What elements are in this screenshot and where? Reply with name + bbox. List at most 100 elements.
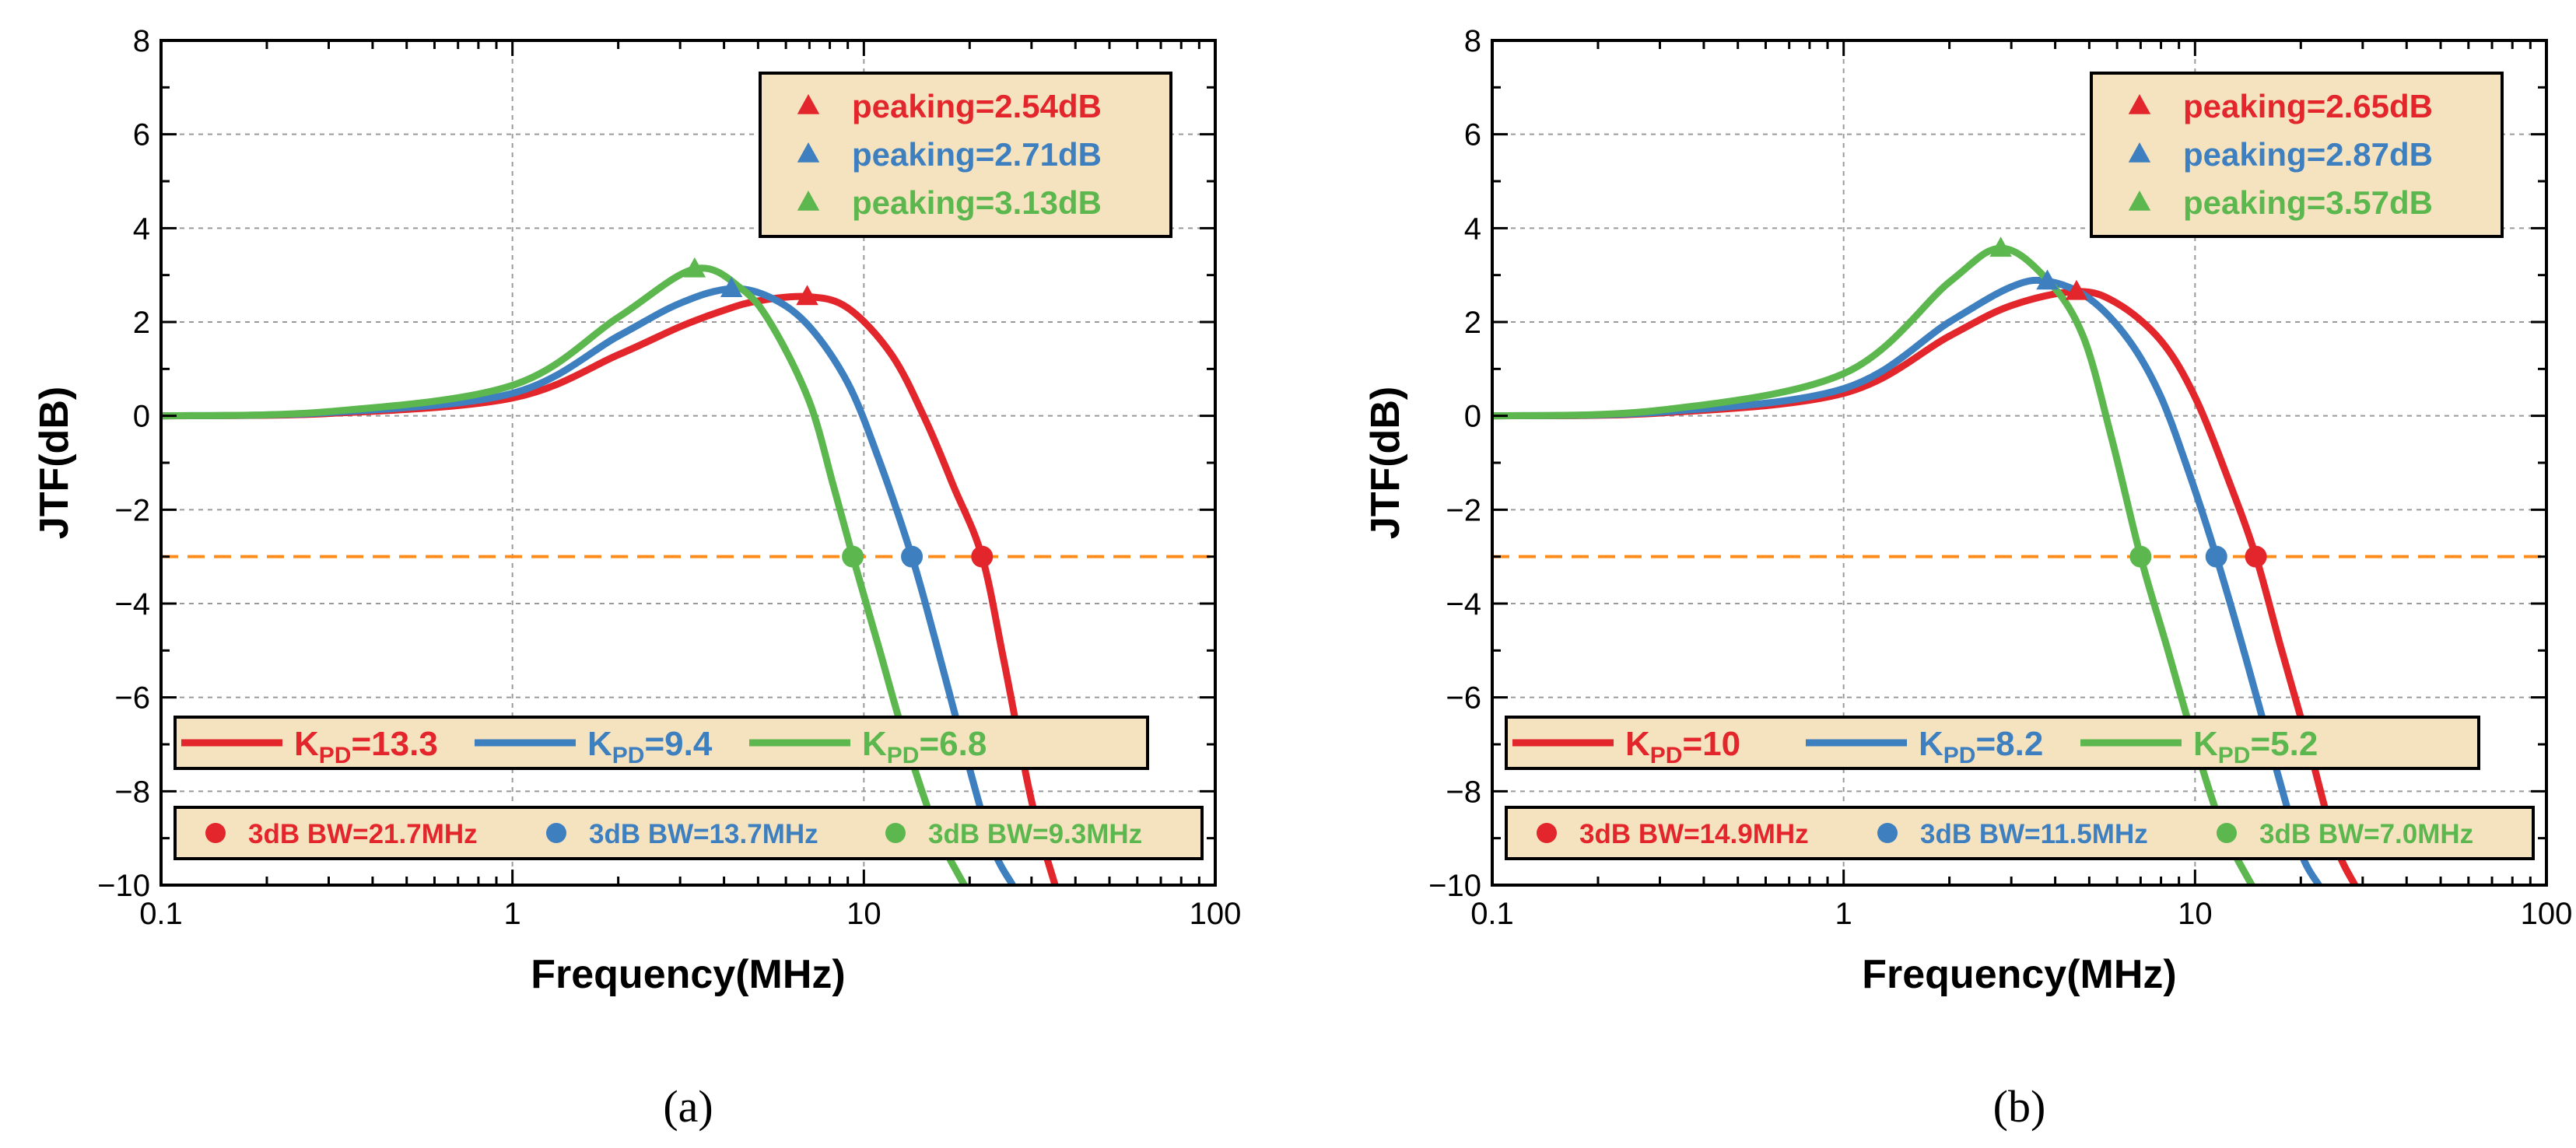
x-tick-label: 1 [1835,897,1852,931]
legend-bw-marker-red [1537,823,1557,843]
legend-peaking-box [759,72,1172,238]
bw-marker-green [2129,545,2152,568]
x-tick-label: 100 [1190,897,1242,931]
peak-marker-green [1989,236,2012,257]
kpd-subscript: PD [887,743,920,768]
legend-peak-marker-green [2128,191,2151,211]
kpd-value: =5.2 [2250,725,2318,763]
legend-peaking-green: peaking=3.13dB [852,184,1102,221]
y-tick-label: −8 [114,775,150,809]
markers [683,257,994,568]
legend-kpd: KPD=10 KPD=8.2 KPD=5.2 [1505,716,2480,770]
kpd-value: =6.8 [919,725,987,763]
panel-b: −10 −8 −6 −4 −2 0 2 4 6 8 0.1 1 10 100 Frequency(MHz) J… [1363,24,2572,1132]
y-tick-label: 2 [133,306,150,340]
peak-marker-blue [2036,269,2059,290]
panel-label: (b) [1993,1081,2046,1132]
y-tick-label: 2 [1464,306,1481,340]
legend-bw-green: 3dB BW=9.3MHz [928,819,1142,849]
legend-bw-blue: 3dB BW=11.5MHz [1920,819,2148,849]
kpd-subscript: PD [319,743,352,768]
legend-bw: 3dB BW=21.7MHz 3dB BW=13.7MHz 3dB BW=9.3MH… [173,806,1204,860]
legend-peaking-box [2090,72,2504,238]
legend-bw-marker-blue [1877,823,1898,843]
legend-kpd-label-green: KPD=6.8 [862,725,987,768]
bw-marker-blue [901,545,924,568]
legend-peaking-red: peaking=2.54dB [852,88,1102,124]
y-tick-label: 6 [133,118,150,152]
legend-bw: 3dB BW=14.9MHz 3dB BW=11.5MHz 3dB BW=7.0MH… [1505,806,2535,860]
legend-bw-box [173,806,1204,860]
legend-bw-red: 3dB BW=14.9MHz [1579,819,1809,849]
legend-kpd-label-red: KPD=13.3 [294,725,438,768]
y-tick-label: −4 [114,587,150,621]
legend-peaking: peaking=2.54dB peaking=2.71dB peaking=3.13… [759,72,1172,238]
y-tick-label: −6 [1446,681,1481,716]
bw-marker-red [2245,545,2267,568]
y-axis-label: JTF(dB) [32,387,77,539]
x-ticks [1491,40,2548,885]
legend-bw-red: 3dB BW=21.7MHz [248,819,478,849]
legend-kpd-label-blue: KPD=8.2 [1919,725,2043,768]
y-tick-label: −10 [97,869,150,903]
kpd-symbol: K [587,725,612,763]
bw-marker-green [842,545,864,568]
series-line-blue [1492,276,2322,885]
series-line-blue [161,285,1016,885]
y-ticks [1492,39,2546,887]
bw-marker-blue [2205,545,2227,568]
y-tick-label: −8 [1446,775,1481,809]
kpd-subscript: PD [2218,743,2251,768]
kpd-subscript: PD [612,743,645,768]
legend-peak-marker-red [797,94,820,114]
legend-peaking-red: peaking=2.65dB [2183,88,2433,124]
kpd-symbol: K [1919,725,1943,763]
y-tick-label: 8 [133,24,150,58]
legend-bw-marker-red [205,823,226,843]
legend-peaking-blue: peaking=2.87dB [2183,136,2433,173]
kpd-value: =8.2 [1975,725,2043,763]
markers [1989,236,2267,568]
y-tick-label: −2 [1446,493,1481,527]
y-tick-label: 0 [133,400,150,434]
legend-kpd-box [1505,716,2480,770]
legend-bw-box [1505,806,2535,860]
series-line-green [161,264,968,885]
kpd-subscript: PD [1650,743,1683,768]
kpd-symbol: K [1625,725,1650,763]
peak-marker-red [796,285,818,306]
y-tick-label: 8 [1464,24,1481,58]
legend-peak-marker-blue [2128,142,2151,163]
legend-peaking: peaking=2.65dB peaking=2.87dB peaking=3.57… [2090,72,2504,238]
legend-kpd-box [173,716,1149,770]
kpd-value: =9.4 [644,725,712,763]
peak-marker-green [683,257,706,278]
legend-bw-marker-blue [546,823,566,843]
y-tick-label: −2 [114,493,150,527]
bw-marker-red [971,545,994,568]
series-group [161,264,1059,885]
legend-peaking-blue: peaking=2.71dB [852,136,1102,173]
y-tick-label: 6 [1464,118,1481,152]
x-tick-label: 1 [504,897,521,931]
x-axis-label: Frequency(MHz) [531,952,845,997]
legend-kpd: KPD=13.3 KPD=9.4 KPD=6.8 [173,716,1149,770]
x-tick-label: 10 [2178,897,2213,931]
peak-marker-red [2065,279,2088,300]
y-axis-label: JTF(dB) [1363,387,1408,539]
panel-label: (a) [663,1081,713,1132]
legend-peaking-green: peaking=3.57dB [2183,184,2433,221]
legend-bw-marker-green [2217,823,2237,843]
y-tick-label: 4 [1464,212,1481,246]
kpd-symbol: K [862,725,887,763]
y-tick-label: −6 [114,681,150,716]
x-tick-label: 100 [2521,897,2573,931]
legend-bw-green: 3dB BW=7.0MHz [2259,819,2473,849]
legend-kpd-label-green: KPD=5.2 [2193,725,2318,768]
legend-bw-marker-green [885,823,906,843]
legend-peak-marker-green [797,191,820,211]
legend-kpd-label-red: KPD=10 [1625,725,1740,768]
y-ticks [161,39,1215,887]
kpd-symbol: K [294,725,319,763]
